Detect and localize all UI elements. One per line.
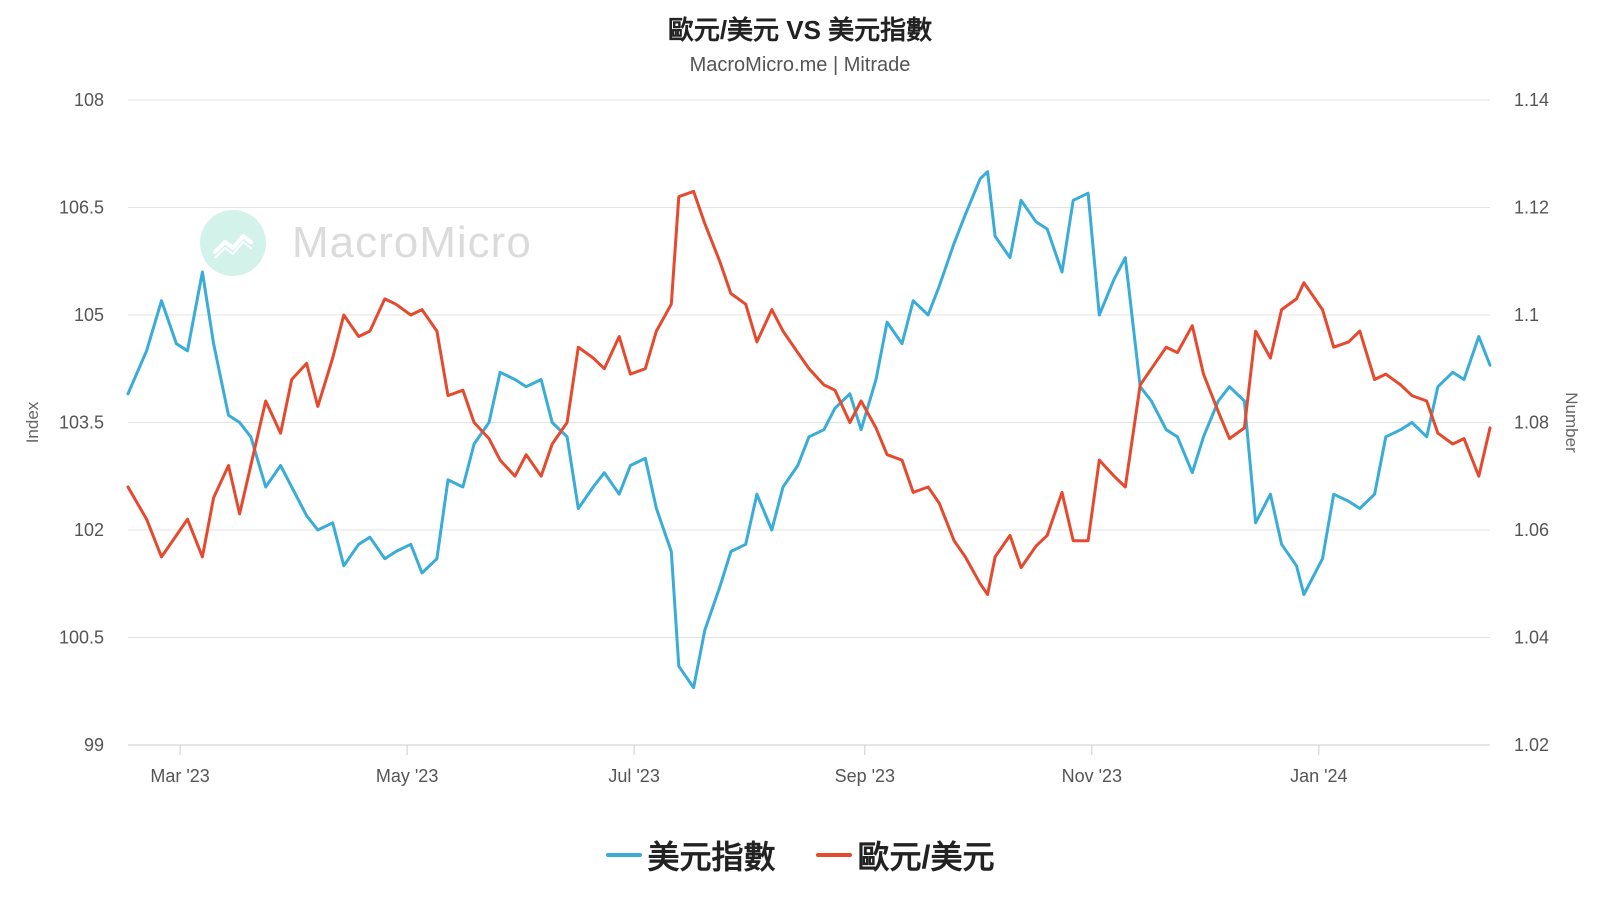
series-lines	[126, 170, 1492, 690]
left-tick-label: 102	[74, 520, 104, 540]
legend-label: 美元指數	[647, 839, 776, 875]
macromicro-logo-icon	[200, 210, 266, 276]
x-tick-label: Jul '23	[608, 766, 659, 786]
legend-swatch-icon	[605, 853, 642, 857]
chart-subtitle: MacroMicro.me | Mitrade	[689, 54, 911, 76]
x-tick-label: May '23	[376, 766, 438, 786]
right-y-axis: 1.02 1.04 1.06 1.08 1.1 1.12 1.14	[1514, 90, 1549, 755]
series-line-eur-usd	[126, 189, 1492, 596]
right-tick-label: 1.06	[1514, 520, 1549, 540]
left-tick-label: 105	[74, 305, 104, 325]
legend-swatch-icon	[815, 853, 852, 857]
x-tick-label: Mar '23	[150, 766, 209, 786]
right-tick-label: 1.12	[1514, 198, 1549, 218]
legend: 美元指數 歐元/美元	[0, 832, 1600, 878]
right-tick-label: 1.14	[1514, 90, 1549, 110]
legend-label: 歐元/美元	[857, 839, 995, 875]
x-tick-label: Jan '24	[1290, 766, 1347, 786]
legend-item-eur-usd[interactable]: 歐元/美元	[815, 832, 995, 878]
right-axis-title: Number	[1562, 392, 1581, 453]
x-tick-label: Sep '23	[835, 766, 896, 786]
grid-lines	[128, 99, 1490, 746]
left-tick-label: 100.5	[59, 628, 104, 648]
series-line-usd-index	[126, 170, 1492, 690]
left-y-axis: 99 100.5 102 103.5 105 106.5 108	[59, 90, 104, 755]
watermark-text: MacroMicro	[292, 218, 532, 267]
left-tick-label: 103.5	[59, 413, 104, 433]
chart-title: 歐元/美元 VS 美元指數	[667, 15, 933, 45]
left-tick-label: 108	[74, 90, 104, 110]
left-tick-label: 106.5	[59, 198, 104, 218]
x-tick-label: Nov '23	[1062, 766, 1122, 786]
left-tick-label: 99	[84, 735, 104, 755]
right-tick-label: 1.08	[1514, 413, 1549, 433]
x-axis: Mar '23 May '23 Jul '23 Sep '23 Nov '23 Jan '…	[128, 744, 1490, 786]
right-tick-label: 1.04	[1514, 628, 1549, 648]
right-tick-label: 1.1	[1514, 305, 1539, 325]
watermark: MacroMicro	[200, 210, 532, 276]
right-tick-label: 1.02	[1514, 735, 1549, 755]
legend-item-usd-index[interactable]: 美元指數	[605, 832, 776, 878]
left-axis-title: Index	[23, 401, 42, 443]
